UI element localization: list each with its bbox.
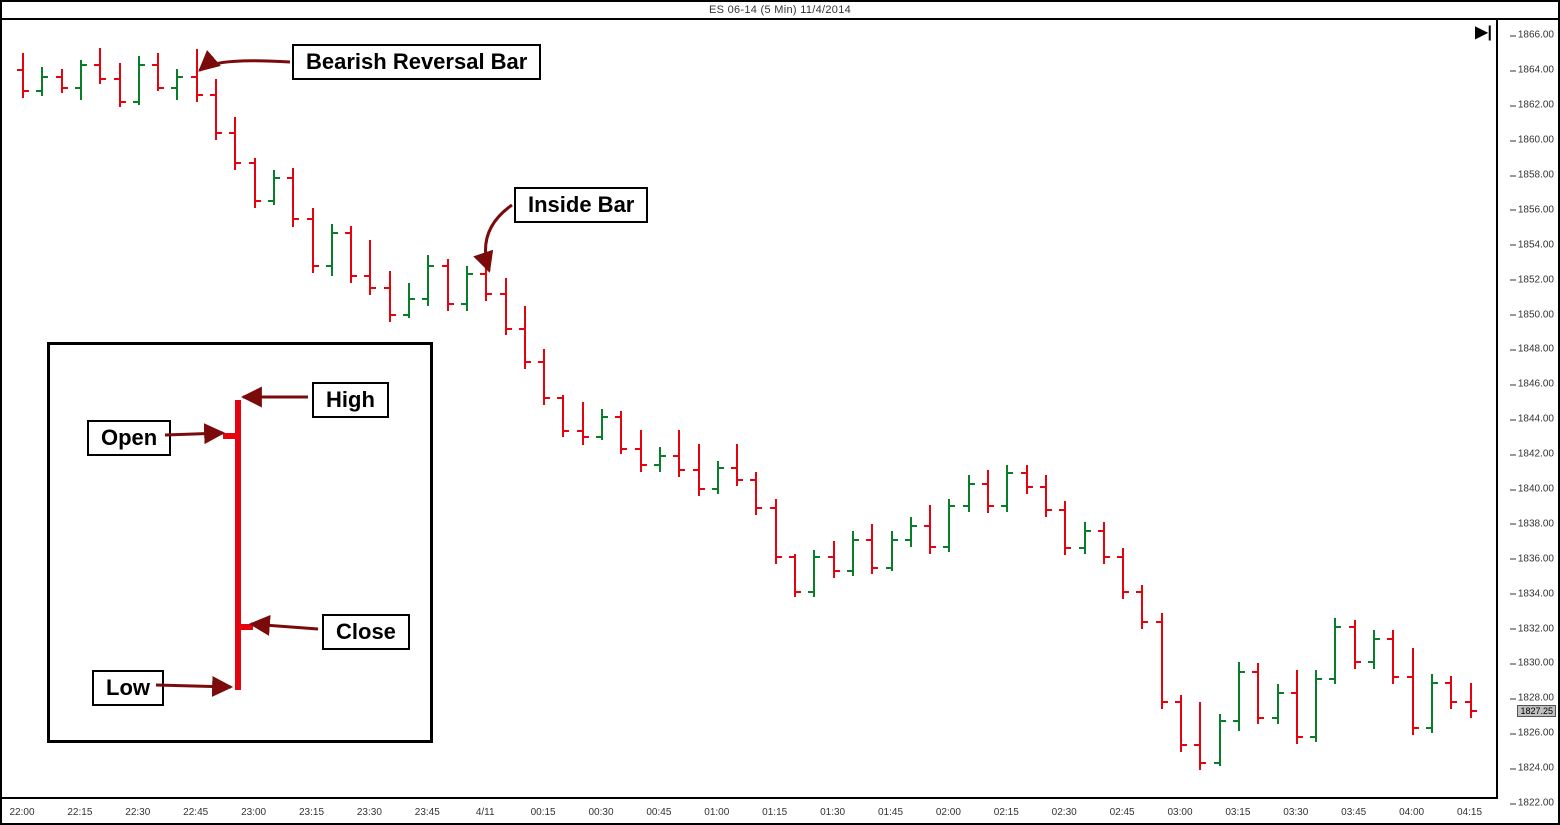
y-tick: 1858.00 (1518, 170, 1554, 181)
price-axis: 1822.001824.001826.001828.001830.001832.… (1496, 18, 1558, 799)
y-tick: 1832.00 (1518, 623, 1554, 634)
y-tick: 1822.00 (1518, 798, 1554, 809)
y-tick: 1856.00 (1518, 204, 1554, 215)
y-tick: 1850.00 (1518, 309, 1554, 320)
y-tick: 1840.00 (1518, 484, 1554, 495)
annotation-bearish-reversal: Bearish Reversal Bar (292, 44, 541, 80)
x-tick: 23:15 (299, 807, 324, 818)
y-tick: 1842.00 (1518, 449, 1554, 460)
y-tick: 1848.00 (1518, 344, 1554, 355)
legend-label-low: Low (92, 670, 164, 706)
x-tick: 01:30 (820, 807, 845, 818)
y-tick: 1836.00 (1518, 553, 1554, 564)
x-tick: 01:00 (704, 807, 729, 818)
y-tick: 1828.00 (1518, 693, 1554, 704)
y-tick: 1862.00 (1518, 100, 1554, 111)
x-tick: 02:15 (994, 807, 1019, 818)
x-tick: 04:00 (1399, 807, 1424, 818)
y-tick: 1824.00 (1518, 763, 1554, 774)
current-price-marker: 1827.25 (1517, 705, 1556, 717)
y-tick: 1864.00 (1518, 65, 1554, 76)
x-tick: 04:15 (1457, 807, 1482, 818)
x-tick: 22:45 (183, 807, 208, 818)
x-tick: 03:00 (1167, 807, 1192, 818)
annotation-inside-bar: Inside Bar (514, 187, 648, 223)
y-tick: 1838.00 (1518, 518, 1554, 529)
y-tick: 1860.00 (1518, 135, 1554, 146)
time-axis: 22:00 22:15 22:30 22:45 23:00 23:15 23:30 23:45… (2, 797, 1498, 823)
y-tick: 1844.00 (1518, 414, 1554, 425)
x-tick: 02:30 (1052, 807, 1077, 818)
x-tick: 03:30 (1283, 807, 1308, 818)
y-tick: 1846.00 (1518, 379, 1554, 390)
x-tick: 23:45 (415, 807, 440, 818)
x-tick: 03:45 (1341, 807, 1366, 818)
y-tick: 1830.00 (1518, 658, 1554, 669)
y-tick: 1854.00 (1518, 239, 1554, 250)
x-tick: 01:15 (762, 807, 787, 818)
chart-frame: ES 06-14 (5 Min) 11/4/2014 ▶| 1822.00182… (0, 0, 1560, 825)
x-tick: 23:30 (357, 807, 382, 818)
legend-label-open: Open (87, 420, 171, 456)
legend-label-close: Close (322, 614, 410, 650)
x-tick: 22:30 (125, 807, 150, 818)
x-tick: 02:45 (1110, 807, 1135, 818)
x-tick: 23:00 (241, 807, 266, 818)
x-tick: 01:45 (878, 807, 903, 818)
chart-title-text: ES 06-14 (5 Min) 11/4/2014 (709, 4, 851, 16)
x-tick: 00:30 (588, 807, 613, 818)
y-tick: 1834.00 (1518, 588, 1554, 599)
y-tick: 1866.00 (1518, 30, 1554, 41)
y-tick: 1826.00 (1518, 728, 1554, 739)
x-tick: 00:45 (646, 807, 671, 818)
legend-label-high: High (312, 382, 389, 418)
y-tick: 1852.00 (1518, 274, 1554, 285)
x-tick: 02:00 (936, 807, 961, 818)
x-tick: 00:15 (531, 807, 556, 818)
x-tick: 03:15 (1225, 807, 1250, 818)
x-tick: 4/11 (476, 807, 495, 818)
x-tick: 22:00 (9, 807, 34, 818)
x-tick: 22:15 (67, 807, 92, 818)
